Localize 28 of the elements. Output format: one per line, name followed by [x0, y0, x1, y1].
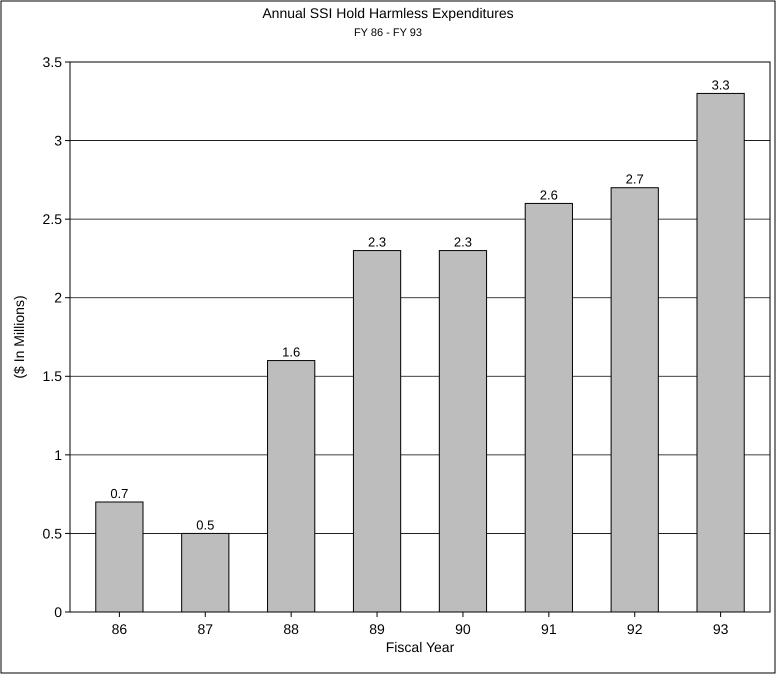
- data-label: 2.3: [454, 234, 472, 250]
- chart-subtitle: FY 86 - FY 93: [354, 27, 422, 39]
- y-axis-title: ($ In Millions): [11, 295, 27, 379]
- x-tick-label: 93: [712, 621, 729, 637]
- y-tick-label: 2: [54, 290, 62, 306]
- chart-title: Annual SSI Hold Harmless Expenditures: [262, 5, 514, 21]
- data-label: 0.5: [196, 517, 214, 532]
- y-tick-label: 1.5: [42, 368, 62, 384]
- data-label: 2.6: [540, 187, 558, 202]
- data-label: 2.3: [368, 234, 386, 250]
- data-label: 2.7: [626, 172, 644, 187]
- y-tick-label: 0: [54, 604, 62, 620]
- y-tick-label: 3: [54, 132, 62, 148]
- x-axis-title: Fiscal Year: [386, 639, 455, 655]
- x-tick-label: 89: [369, 621, 386, 637]
- x-tick-label: 92: [626, 621, 643, 637]
- y-tick-label: 1: [54, 446, 62, 463]
- x-tick-label: 86: [112, 621, 128, 637]
- data-label: 3.3: [712, 77, 730, 92]
- x-tick-label: 87: [197, 621, 214, 637]
- y-tick-label: 0.5: [42, 525, 62, 542]
- x-tick-label: 90: [455, 621, 471, 637]
- data-label: 0.7: [110, 486, 128, 501]
- data-label: 1.6: [282, 344, 300, 360]
- x-tick-label: 91: [541, 621, 557, 637]
- y-tick-label: 3.5: [42, 54, 62, 70]
- y-tick-label: 2.5: [42, 211, 62, 228]
- x-tick-label: 88: [283, 621, 300, 637]
